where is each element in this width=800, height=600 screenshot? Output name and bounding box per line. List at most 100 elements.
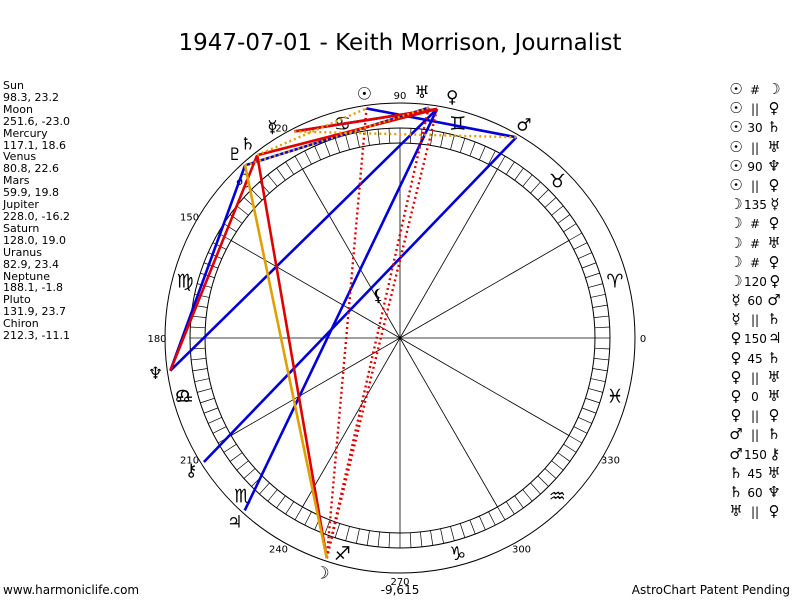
degree-tick bbox=[366, 530, 370, 546]
planet-glyph-moon: ☽ bbox=[314, 563, 329, 583]
planet-value-moon: 251.6, -23.0 bbox=[3, 114, 70, 128]
degree-tick bbox=[588, 283, 603, 288]
aspect-planet-1: ☉ bbox=[729, 99, 743, 118]
sign-glyph-pisces: ♓ bbox=[606, 386, 623, 408]
degree-tick bbox=[568, 232, 583, 241]
aspect-row: ♄ 60 ♆ bbox=[728, 483, 783, 502]
degree-tick bbox=[557, 214, 571, 224]
aspect-planet-2: ♄ bbox=[767, 348, 781, 367]
degree-tick bbox=[430, 530, 434, 546]
sign-glyph-taurus: ♉ bbox=[549, 171, 566, 193]
degree-label: 180 bbox=[147, 334, 166, 345]
aspect-planet-1: ☿ bbox=[731, 291, 741, 310]
aspect-planet-2: ⚷ bbox=[769, 444, 781, 463]
degree-tick bbox=[440, 528, 445, 544]
aspect-type: 0 bbox=[751, 390, 759, 404]
aspect-planet-2: ♅ bbox=[767, 387, 781, 405]
aspect-row: ☉ # ☽ bbox=[728, 80, 783, 99]
chart-title: 1947-07-01 - Keith Morrison, Journalist bbox=[178, 30, 622, 56]
planet-name-jupiter: Jupiter bbox=[3, 198, 39, 212]
aspect-list: ☉ # ☽ ☉ || ♀ ☉ 30 ♄ ☉ || ♅ ☉ 90 ♆ ☉ || ♀ ☽135 ☿ ☽ # ♀ ☽ # ♅ ☽ # ♀ ☽12… bbox=[728, 80, 783, 521]
degree-tick bbox=[409, 532, 412, 548]
degree-tick bbox=[294, 506, 303, 521]
aspect-planet-2: ♄ bbox=[767, 118, 781, 137]
aspect-type: 45 bbox=[747, 466, 763, 481]
planet-value-jupiter: 228.0, -16.2 bbox=[3, 209, 70, 223]
planet-value-pluto: 131.9, 23.7 bbox=[3, 305, 66, 319]
aspect-type: || bbox=[750, 370, 760, 385]
degree-tick bbox=[276, 495, 286, 509]
aspect-planet-2: ☽ bbox=[767, 80, 781, 98]
aspect-type: # bbox=[749, 217, 761, 232]
aspect-planet-2: ♄ bbox=[767, 425, 781, 444]
degree-tick bbox=[537, 189, 549, 201]
aspect-planet-2: ♅ bbox=[767, 137, 781, 156]
aspect-type: 135 bbox=[744, 198, 767, 213]
degree-tick bbox=[505, 161, 515, 175]
aspect-planet-1: ☉ bbox=[729, 80, 743, 98]
planet-value-venus: 80.8, 22.6 bbox=[3, 162, 59, 176]
degree-tick bbox=[594, 326, 610, 329]
aspect-row: ☉ 30 ♄ bbox=[728, 118, 783, 137]
degree-tick bbox=[563, 223, 577, 233]
planet-glyph-neptune: ♆ bbox=[148, 364, 163, 384]
aspect-planet-2: ♀ bbox=[768, 214, 780, 233]
degree-tick bbox=[497, 155, 506, 170]
aspect-line-chiron-mars bbox=[202, 136, 518, 463]
planet-name-neptune: Neptune bbox=[3, 269, 51, 283]
aspect-planet-2: ♅ bbox=[767, 463, 781, 482]
degree-tick bbox=[285, 501, 295, 515]
aspect-row: ♅ || ♀ bbox=[728, 502, 783, 521]
degree-tick bbox=[573, 242, 588, 250]
degree-tick bbox=[267, 174, 278, 187]
aspect-row: ☽120 ♀ bbox=[728, 272, 783, 291]
aspect-row: ♀ || ♅ bbox=[728, 368, 783, 387]
aspect-planet-1: ☉ bbox=[729, 175, 743, 194]
website-link[interactable]: www.harmoniclife.com bbox=[3, 583, 140, 597]
aspect-type: 150 bbox=[744, 332, 767, 347]
degree-tick bbox=[522, 489, 533, 502]
degree-tick bbox=[212, 426, 227, 434]
planet-glyph-mercury: ☿ bbox=[267, 118, 277, 138]
planet-value-uranus: 82.9, 23.4 bbox=[3, 257, 59, 271]
aspect-row: ☽ # ♀ bbox=[728, 214, 783, 233]
degree-tick bbox=[593, 358, 609, 361]
degree-tick bbox=[450, 135, 455, 150]
degree-tick bbox=[388, 128, 391, 144]
degree-tick bbox=[251, 189, 263, 201]
sign-glyph-aries: ♈ bbox=[606, 270, 623, 292]
planet-name-chiron: Chiron bbox=[3, 317, 39, 331]
aspect-planet-1: ♅ bbox=[729, 502, 743, 521]
planet-glyph-pluto: ♇ bbox=[227, 145, 242, 165]
degree-label: 0 bbox=[640, 334, 646, 345]
aspect-row: ☉ || ♅ bbox=[728, 138, 783, 157]
degree-tick bbox=[345, 135, 350, 150]
degree-label: 270 bbox=[390, 577, 409, 588]
degree-tick bbox=[388, 532, 391, 548]
degree-tick bbox=[530, 181, 541, 194]
degree-label: 330 bbox=[601, 456, 620, 467]
aspect-type: 45 bbox=[747, 351, 763, 366]
degree-tick bbox=[488, 150, 496, 165]
aspect-line-neptune-venus bbox=[169, 108, 439, 372]
degree-tick bbox=[267, 489, 278, 502]
aspect-row: ☉ || ♀ bbox=[728, 99, 783, 118]
aspect-planet-2: ♀ bbox=[768, 406, 780, 425]
planet-glyph-jupiter: ♃ bbox=[227, 513, 242, 533]
degree-tick bbox=[581, 407, 597, 414]
degree-tick bbox=[592, 304, 608, 308]
aspect-type: 90 bbox=[747, 159, 763, 174]
degree-tick bbox=[223, 223, 237, 233]
aspect-planet-1: ♄ bbox=[729, 482, 743, 501]
aspect-planet-1: ☽ bbox=[729, 252, 743, 271]
degree-tick bbox=[191, 358, 207, 361]
aspect-line-moon-uranus bbox=[325, 107, 430, 559]
degree-tick bbox=[314, 146, 322, 161]
degree-tick bbox=[551, 460, 564, 471]
planet-glyph-saturn: ♄ bbox=[240, 134, 255, 154]
planet-name-mercury: Mercury bbox=[3, 126, 48, 140]
degree-tick bbox=[514, 495, 524, 509]
degree-tick bbox=[568, 435, 583, 444]
planet-glyph-mars: ♂ bbox=[516, 115, 531, 135]
planet-value-mars: 59.9, 19.8 bbox=[3, 186, 59, 200]
